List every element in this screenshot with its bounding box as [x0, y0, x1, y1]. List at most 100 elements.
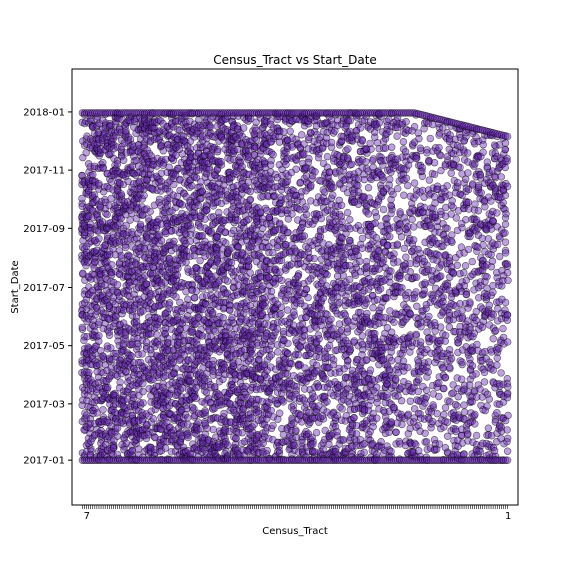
- scatter-point: [275, 446, 283, 455]
- scatter-point: [194, 418, 202, 426]
- scatter-point: [142, 338, 151, 346]
- scatter-point: [95, 235, 103, 243]
- scatter-point: [93, 359, 101, 367]
- scatter-point: [338, 405, 346, 413]
- scatter-point: [327, 315, 335, 323]
- scatter-point: [192, 384, 200, 392]
- scatter-point: [335, 298, 343, 307]
- scatter-point: [88, 109, 97, 117]
- scatter-point: [224, 441, 232, 449]
- scatter-point: [82, 248, 91, 257]
- scatter-point: [221, 228, 229, 237]
- scatter-point: [244, 262, 253, 270]
- scatter-point: [220, 409, 228, 418]
- scatter-point: [267, 351, 276, 359]
- scatter-point: [276, 409, 284, 417]
- scatter-point: [80, 333, 89, 341]
- scatter-point: [215, 278, 223, 286]
- scatter-point: [136, 220, 145, 229]
- scatter-point: [98, 352, 107, 360]
- scatter-point: [259, 439, 267, 447]
- scatter-point: [300, 232, 309, 240]
- scatter-point: [279, 398, 287, 406]
- scatter-point: [217, 251, 225, 259]
- scatter-point: [271, 192, 279, 200]
- scatter-point: [209, 360, 217, 369]
- scatter-point: [103, 210, 111, 219]
- scatter-point: [79, 269, 87, 277]
- scatter-point: [86, 109, 95, 117]
- scatter-point: [89, 292, 97, 300]
- scatter-point: [290, 308, 298, 316]
- scatter-point: [329, 324, 337, 333]
- scatter-point: [173, 164, 182, 173]
- scatter-point: [82, 149, 90, 157]
- scatter-point: [89, 406, 97, 415]
- scatter-point: [263, 206, 271, 215]
- scatter-point: [323, 271, 331, 279]
- scatter-point: [213, 148, 222, 156]
- scatter-point: [117, 190, 125, 198]
- scatter-point: [109, 444, 118, 452]
- scatter-point: [84, 402, 92, 411]
- scatter-point: [95, 332, 103, 340]
- scatter-point: [338, 217, 346, 226]
- scatter-point: [207, 228, 216, 236]
- scatter-point: [329, 183, 337, 192]
- scatter-point: [84, 391, 92, 399]
- scatter-point: [230, 226, 238, 235]
- scatter-point: [280, 128, 288, 136]
- scatter-point: [307, 181, 315, 190]
- scatter-point: [175, 325, 184, 334]
- scatter-point: [248, 350, 256, 358]
- scatter-point: [296, 296, 304, 305]
- scatter-point: [314, 331, 323, 339]
- scatter-point: [209, 425, 218, 434]
- scatter-point: [85, 212, 93, 221]
- scatter-point: [126, 216, 134, 224]
- scatter-point: [173, 271, 182, 279]
- scatter-point: [317, 214, 326, 223]
- scatter-point: [184, 414, 192, 422]
- scatter-point: [284, 349, 292, 357]
- scatter-point: [80, 371, 88, 379]
- scatter-point: [85, 368, 93, 377]
- scatter-point: [113, 432, 122, 440]
- scatter-point: [288, 210, 296, 218]
- scatter-point: [255, 355, 263, 364]
- scatter-point: [304, 293, 312, 302]
- scatter-point: [302, 210, 311, 219]
- scatter-point: [113, 281, 122, 289]
- scatter-point: [122, 127, 130, 135]
- scatter-point: [264, 273, 273, 281]
- scatter-point: [82, 109, 91, 117]
- scatter-point: [86, 224, 95, 233]
- scatter-point: [309, 440, 317, 448]
- scatter-point: [184, 295, 192, 303]
- scatter-point: [140, 191, 148, 200]
- scatter-point: [82, 362, 90, 370]
- scatter-point: [86, 456, 95, 464]
- scatter-point: [286, 127, 294, 135]
- scatter-point: [337, 201, 346, 210]
- scatter-point: [278, 276, 286, 285]
- scatter-point: [323, 398, 331, 406]
- scatter-point: [310, 393, 318, 401]
- scatter-point: [292, 426, 300, 434]
- scatter-point: [196, 195, 204, 203]
- scatter-point: [298, 224, 306, 232]
- scatter-point: [302, 203, 310, 211]
- scatter-point: [157, 237, 166, 245]
- scatter-point: [269, 421, 277, 430]
- scatter-point: [310, 254, 318, 263]
- scatter-point: [333, 428, 341, 436]
- scatter-point: [89, 171, 97, 179]
- scatter-point: [267, 406, 275, 415]
- scatter-point: [135, 445, 143, 453]
- scatter-point: [279, 234, 287, 242]
- scatter-point: [312, 428, 321, 437]
- scatter-point: [325, 168, 333, 177]
- scatter-point: [244, 178, 253, 186]
- scatter-point: [215, 208, 223, 217]
